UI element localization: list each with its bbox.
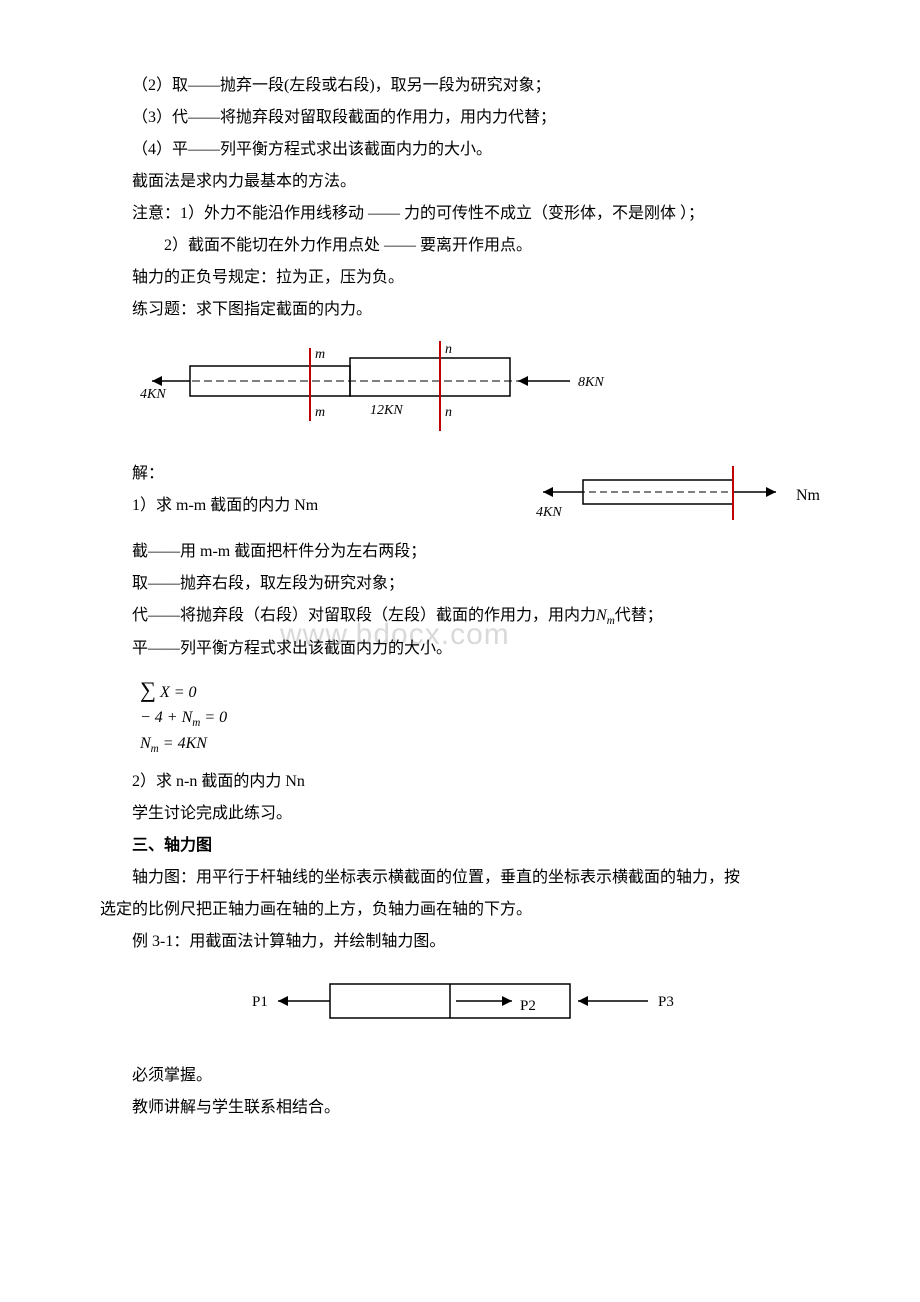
svg-text:m: m: [315, 347, 325, 362]
svg-text:n: n: [445, 342, 452, 357]
heading-3: 三、轴力图: [100, 830, 820, 862]
equations: ∑ X = 0 − 4 + Nm = 0 Nm = 4KN: [100, 673, 820, 759]
svg-text:P3: P3: [658, 994, 674, 1010]
step-2: （2）取——抛弃一段(左段或右段)，取另一段为研究对象；: [100, 70, 820, 102]
text-cut: 截——用 m-m 截面把杆件分为左右两段；: [100, 536, 820, 568]
text-sub-post: 代替；: [615, 607, 663, 624]
text-note2: 2）截面不能切在外力作用点处 —— 要离开作用点。: [100, 230, 820, 262]
var-n-sub: m: [607, 615, 615, 627]
var-n: N: [596, 607, 607, 624]
step-3: （3）代——将抛弃段对留取段截面的作用力，用内力代替；: [100, 102, 820, 134]
text-teach: 教师讲解与学生联系相结合。: [100, 1092, 820, 1124]
text-substitute: 代——将抛弃段（右段）对留取段（左段）截面的作用力，用内力Nm代替；: [100, 600, 820, 633]
text-flat: 平——列平衡方程式求出该截面内力的大小。: [100, 633, 820, 665]
text-q1: 1）求 m-m 截面的内力 Nm: [100, 490, 528, 522]
step-4: （4）平——列平衡方程式求出该截面内力的大小。: [100, 134, 820, 166]
svg-text:P2: P2: [520, 998, 536, 1014]
eq-2: − 4 + Nm = 0: [140, 706, 820, 732]
text-basic: 截面法是求内力最基本的方法。: [100, 166, 820, 198]
diagram-2: 4KN: [528, 464, 788, 536]
svg-text:m: m: [315, 405, 325, 420]
text-must: 必须掌握。: [100, 1060, 820, 1092]
text-solve: 解：: [100, 458, 528, 490]
svg-text:12KN: 12KN: [370, 403, 403, 418]
text-take: 取――抛弃右段，取左段为研究对象；: [100, 568, 820, 600]
diagram-3: P1 P2 P3: [210, 968, 820, 1050]
svg-text:P1: P1: [252, 994, 268, 1010]
text-note1: 注意：1）外力不能沿作用线移动 —— 力的可传性不成立（变形体，不是刚体 ）；: [100, 198, 820, 230]
text-q2: 2）求 n-n 截面的内力 Nn: [100, 766, 820, 798]
text-discuss: 学生讨论完成此练习。: [100, 798, 820, 830]
text-axial2: 选定的比例尺把正轴力画在轴的上方，负轴力画在轴的下方。: [100, 894, 820, 926]
svg-text:8KN: 8KN: [578, 375, 604, 390]
svg-text:n: n: [445, 405, 452, 420]
diagram-1: 4KN 8KN 12KN m m n n: [140, 336, 820, 448]
svg-text:4KN: 4KN: [536, 505, 562, 520]
text-sub-pre: 代——将抛弃段（右段）对留取段（左段）截面的作用力，用内力: [132, 607, 596, 624]
svg-text:4KN: 4KN: [140, 387, 166, 402]
text-exercise: 练习题：求下图指定截面的内力。: [100, 294, 820, 326]
eq-3: Nm = 4KN: [140, 732, 820, 758]
text-ex31: 例 3-1：用截面法计算轴力，并绘制轴力图。: [100, 926, 820, 958]
eq-1: ∑ X = 0: [140, 673, 820, 707]
text-axial1: 轴力图：用平行于杆轴线的坐标表示横截面的位置，垂直的坐标表示横截面的轴力，按: [100, 862, 820, 894]
nm-label: Nm: [788, 458, 820, 512]
text-sign: 轴力的正负号规定：拉为正，压为负。: [100, 262, 820, 294]
